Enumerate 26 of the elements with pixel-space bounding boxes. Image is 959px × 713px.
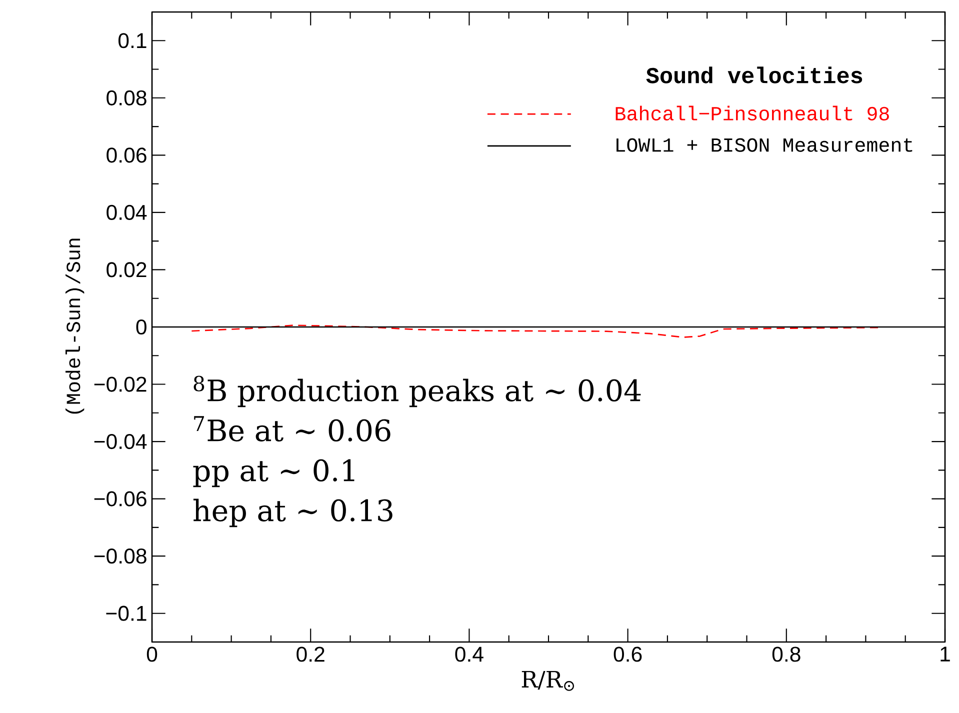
y-tick-label: −0.02	[94, 376, 146, 392]
y-tick-label: −0.04	[94, 434, 147, 450]
y-tick-label: 0.04	[106, 204, 147, 220]
x-tick-label: 0.6	[614, 646, 642, 662]
y-tick-label: 0.1	[118, 33, 146, 48]
text: Sound velocities	[646, 66, 862, 84]
annotation: pp at ∼ 0.1	[193, 459, 354, 488]
x-tick-label: 0.2	[296, 646, 324, 662]
x-tick-label: 0.8	[772, 646, 800, 662]
y-tick-label: −0.1	[106, 606, 146, 621]
y-tick-label: 0.08	[106, 90, 146, 106]
x-axis-title: R/R$_{⊙}$	[522, 670, 574, 691]
x-tick-label: 0	[146, 646, 158, 662]
legend-label: Bahcall−Pinsonneault 98	[616, 106, 889, 120]
x-tick-label: 1	[940, 646, 950, 662]
annotation: $^{7}$Be at ∼ 0.06	[194, 416, 390, 442]
y-tick-label: 0.02	[106, 262, 146, 278]
y-tick-label: −0.08	[94, 548, 146, 564]
legend-label: LOWL1 + BISON Measurement	[616, 138, 912, 152]
x-tick-label: 0.4	[455, 646, 484, 662]
annotation: hep at ∼ 0.13	[193, 498, 392, 528]
y-tick-label: 0	[136, 319, 146, 335]
y-tick-label: 0.06	[106, 148, 146, 163]
annotation: $^{8}$B production peaks at ∼ 0.04	[194, 376, 641, 408]
y-axis-title: (Model-Sun)/Sun	[66, 238, 84, 414]
y-tick-label: −0.06	[94, 491, 146, 506]
